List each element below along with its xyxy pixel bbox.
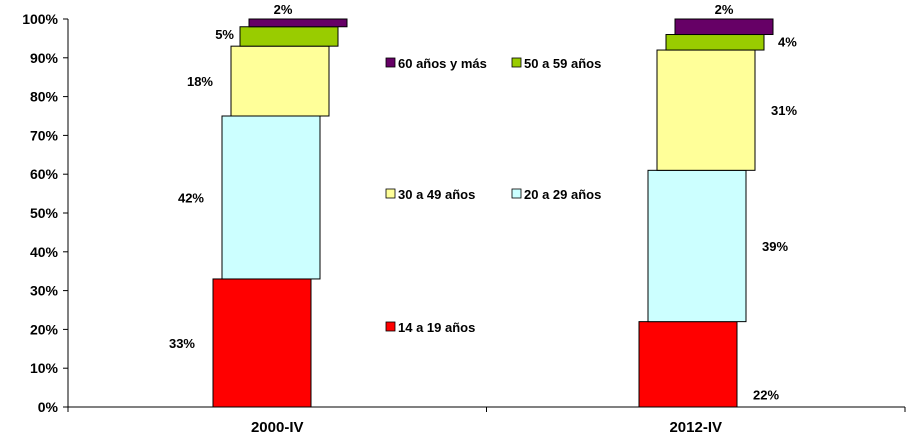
legend-swatch-30-a-49-anos [385,188,396,199]
bar-segment-20-a-29-anos [647,169,747,323]
data-label-20-a-29-anos: 39% [762,239,788,254]
legend-label-30-a-49-anos: 30 a 49 años [398,187,475,202]
legend: 60 años y más 50 a 59 años 30 a 49 años 20 … [385,56,601,335]
data-label-60-anos-y-mas: 2% [715,2,734,17]
y-tick-label: 60% [30,166,59,182]
y-tick-label: 80% [30,89,59,105]
data-labels: 33% 42% 18% 5% 2% 22% 39% 31% 4% 2% [169,2,797,402]
y-tick-label: 70% [30,127,59,143]
data-label-60-anos-y-mas: 2% [274,2,293,17]
y-tick-label: 20% [30,321,59,337]
y-tick-label: 90% [30,50,59,66]
y-tick-label: 0% [38,399,59,415]
bar-segment-30-a-49-anos [230,45,330,117]
bar-segment-50-a-59-anos [239,26,339,47]
legend-swatch-20-a-29-anos [511,188,522,199]
bars [212,18,774,408]
legend-swatch-60-anos-y-mas [385,57,396,68]
bar-segment-50-a-59-anos [665,34,765,51]
legend-label-20-a-29-anos: 20 a 29 años [524,187,601,202]
data-label-30-a-49-anos: 31% [771,103,797,118]
y-tick-label: 100% [22,11,58,27]
data-label-14-a-19-anos: 33% [169,336,195,351]
x-category-label: 2012-IV [669,419,722,436]
bar-segment-14-a-19-anos [638,321,738,408]
y-tick-label: 10% [30,360,59,376]
x-category-label: 2000-IV [251,419,304,436]
data-label-50-a-59-anos: 5% [215,27,234,42]
data-label-20-a-29-anos: 42% [178,190,204,205]
data-label-14-a-19-anos: 22% [753,387,779,402]
axes: 0% 10% 20% 30% 40% 50% 60% 70% 80% 90% 100% 2000-IV… [22,11,906,436]
y-tick-label: 40% [30,244,59,260]
legend-label-14-a-19-anos: 14 a 19 años [398,320,475,335]
data-label-50-a-59-anos: 4% [778,35,797,50]
bar-segment-14-a-19-anos [212,278,312,408]
y-tick-label: 50% [30,205,59,221]
legend-swatch-14-a-19-anos [385,321,396,332]
y-tick-label: 30% [30,283,59,299]
bar-segment-60-anos-y-mas [674,18,774,36]
legend-swatch-50-a-59-anos [511,57,522,68]
bar-segment-60-anos-y-mas [248,18,348,28]
legend-label-50-a-59-anos: 50 a 59 años [524,56,601,71]
legend-label-60-anos-y-mas: 60 años y más [398,56,487,71]
bar-segment-20-a-29-anos [221,115,321,280]
bar-segment-30-a-49-anos [656,49,756,171]
data-label-30-a-49-anos: 18% [187,74,213,89]
